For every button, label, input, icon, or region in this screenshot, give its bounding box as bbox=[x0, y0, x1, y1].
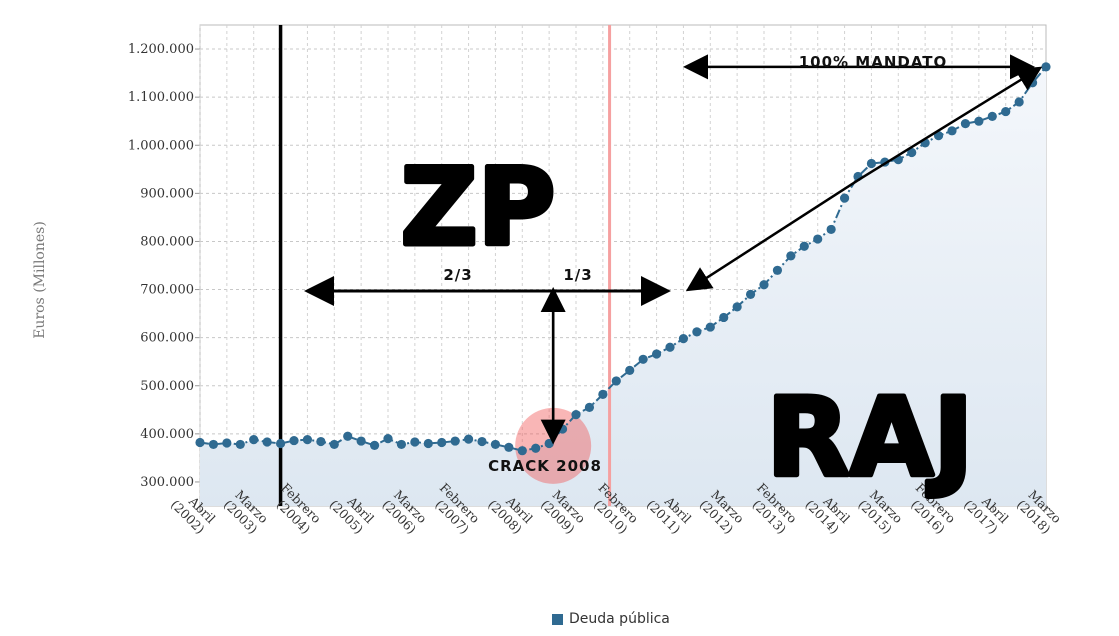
data-point bbox=[786, 251, 796, 261]
data-point bbox=[974, 116, 984, 126]
data-point bbox=[678, 334, 689, 344]
series-line bbox=[199, 66, 1047, 452]
data-point bbox=[947, 126, 957, 136]
data-point bbox=[813, 234, 823, 244]
data-point bbox=[625, 365, 635, 375]
data-point bbox=[275, 438, 286, 449]
data-point bbox=[732, 302, 742, 312]
data-point bbox=[584, 402, 595, 412]
data-point bbox=[611, 376, 621, 386]
x-tick-label: Abril(2005) bbox=[326, 486, 377, 537]
y-axis-title: Euros (Millones) bbox=[32, 221, 48, 339]
plot-area: 300.000 400.000 500.000 600.000 700.000 800.0… bbox=[128, 24, 1064, 537]
label-one-third: 1/3 bbox=[563, 266, 592, 284]
legend[interactable]: Deuda pública bbox=[552, 611, 670, 627]
y-tick-label: 800.000 bbox=[140, 234, 194, 249]
data-point bbox=[638, 354, 648, 364]
data-point bbox=[1014, 97, 1024, 107]
y-tick-label: 900.000 bbox=[140, 186, 194, 201]
data-point bbox=[450, 436, 460, 446]
data-point bbox=[826, 224, 836, 235]
arrow-diagonal-up bbox=[859, 66, 1043, 180]
legend-swatch bbox=[552, 613, 563, 625]
label-zp: ZP bbox=[401, 146, 556, 269]
crack-highlight bbox=[515, 407, 592, 484]
data-point bbox=[289, 435, 299, 446]
data-point bbox=[517, 446, 527, 456]
y-tick-label: 1.200.000 bbox=[128, 42, 194, 57]
data-point bbox=[235, 439, 245, 450]
data-point bbox=[369, 440, 380, 450]
data-point bbox=[208, 439, 219, 450]
data-point bbox=[759, 280, 769, 290]
data-point bbox=[262, 437, 272, 447]
label-mandato: 100% MANDATO bbox=[799, 53, 948, 71]
y-tick-label: 300.000 bbox=[140, 475, 194, 490]
data-point bbox=[705, 322, 715, 332]
data-point bbox=[799, 241, 809, 251]
y-tick-label: 400.000 bbox=[140, 427, 194, 442]
data-point bbox=[329, 439, 339, 450]
arrow-diagonal-down bbox=[685, 177, 861, 292]
data-point bbox=[302, 435, 313, 445]
data-point bbox=[477, 436, 487, 447]
label-raj: RAJ bbox=[767, 376, 974, 501]
data-point bbox=[987, 111, 997, 121]
data-point bbox=[356, 436, 366, 446]
data-point bbox=[410, 437, 420, 447]
y-tick-label: 600.000 bbox=[140, 331, 194, 346]
data-point bbox=[960, 119, 971, 129]
data-point bbox=[343, 431, 353, 441]
data-point bbox=[504, 442, 514, 452]
label-two-thirds: 2/3 bbox=[443, 266, 472, 284]
data-point bbox=[692, 327, 702, 337]
data-point bbox=[423, 438, 433, 449]
data-point bbox=[665, 342, 675, 352]
data-point bbox=[1041, 62, 1051, 72]
data-point bbox=[316, 436, 326, 447]
series-area bbox=[200, 66, 1046, 507]
y-tick-label: 1.000.000 bbox=[128, 138, 194, 153]
y-tick-label: 700.000 bbox=[140, 283, 194, 298]
y-tick-label: 500.000 bbox=[140, 379, 194, 394]
data-point bbox=[383, 434, 393, 444]
data-point bbox=[772, 265, 783, 275]
y-tick-label: 1.100.000 bbox=[128, 90, 194, 105]
data-point bbox=[907, 147, 917, 158]
data-point bbox=[866, 158, 877, 169]
data-point bbox=[490, 439, 501, 450]
label-crack: CRACK 2008 bbox=[488, 457, 602, 475]
data-point bbox=[651, 349, 662, 359]
data-point bbox=[839, 193, 850, 203]
data-point bbox=[1001, 106, 1011, 117]
data-point bbox=[719, 312, 729, 323]
data-point bbox=[571, 410, 581, 420]
data-point bbox=[463, 434, 474, 444]
data-point bbox=[557, 424, 568, 434]
data-point bbox=[437, 437, 447, 448]
legend-label: Deuda pública bbox=[569, 611, 670, 627]
data-point bbox=[396, 439, 407, 450]
data-point bbox=[222, 438, 232, 448]
data-point bbox=[1027, 78, 1038, 88]
data-point bbox=[195, 437, 205, 448]
data-point bbox=[531, 443, 541, 453]
data-point bbox=[598, 389, 608, 400]
data-point bbox=[544, 438, 554, 449]
data-point bbox=[249, 435, 259, 445]
data-point bbox=[745, 289, 756, 299]
